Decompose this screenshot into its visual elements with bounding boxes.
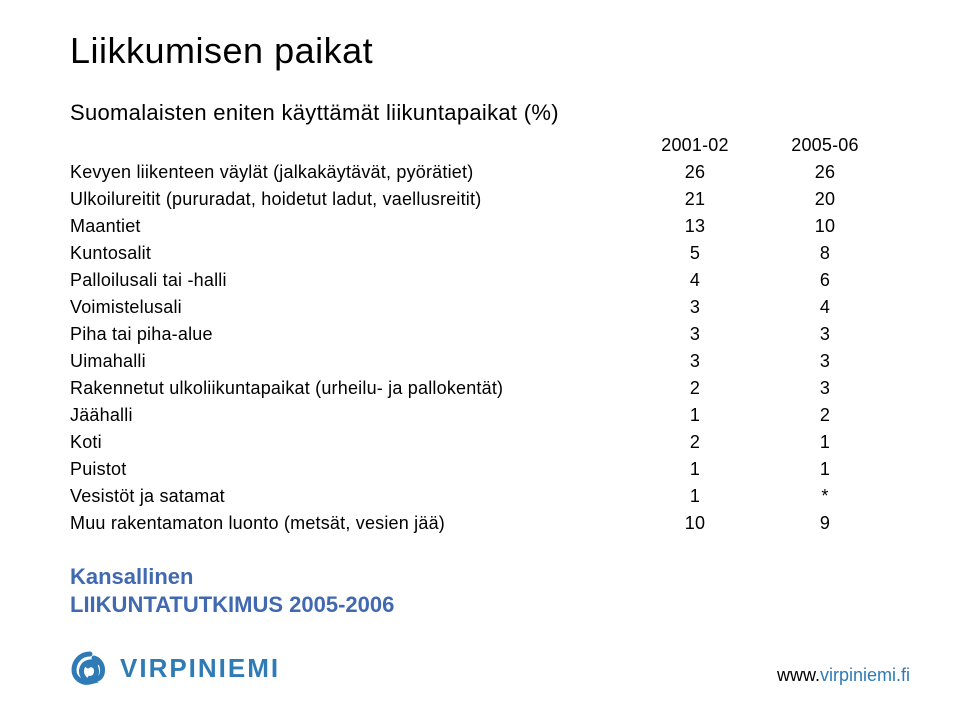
table-cell-col1: 5 <box>630 240 760 267</box>
table-cell-col1: 10 <box>630 510 760 537</box>
table-cell-col1: 2 <box>630 429 760 456</box>
table-row: Uimahalli33 <box>70 348 890 375</box>
table-cell-col2: 3 <box>760 348 890 375</box>
table-row-label: Vesistöt ja satamat <box>70 483 630 510</box>
table-cell-col1: 13 <box>630 213 760 240</box>
table-cell-col2: 1 <box>760 456 890 483</box>
table-row: Vesistöt ja satamat1* <box>70 483 890 510</box>
table-row-label: Puistot <box>70 456 630 483</box>
table-row-label: Jäähalli <box>70 402 630 429</box>
table-header-row: 2001-02 2005-06 <box>70 132 890 159</box>
slide-subtitle: Suomalaisten eniten käyttämät liikuntapa… <box>70 100 910 126</box>
table-row: Muu rakentamaton luonto (metsät, vesien … <box>70 510 890 537</box>
table-row-label: Koti <box>70 429 630 456</box>
table-cell-col2: 26 <box>760 159 890 186</box>
table-cell-col1: 21 <box>630 186 760 213</box>
table-row: Rakennetut ulkoliikuntapaikat (urheilu- … <box>70 375 890 402</box>
table-row-label: Kevyen liikenteen väylät (jalkakäytävät,… <box>70 159 630 186</box>
table-cell-col2: 9 <box>760 510 890 537</box>
table-row: Ulkoilureitit (pururadat, hoidetut ladut… <box>70 186 890 213</box>
table-cell-col2: 3 <box>760 321 890 348</box>
table-row-label: Palloilusali tai -halli <box>70 267 630 294</box>
table-cell-col1: 26 <box>630 159 760 186</box>
table-header-blank <box>70 132 630 159</box>
table-cell-col1: 1 <box>630 456 760 483</box>
slide-title: Liikkumisen paikat <box>70 30 910 72</box>
url-domain: virpiniemi.fi <box>820 665 910 685</box>
table-cell-col2: 4 <box>760 294 890 321</box>
table-row-label: Rakennetut ulkoliikuntapaikat (urheilu- … <box>70 375 630 402</box>
table-row: Puistot11 <box>70 456 890 483</box>
url-www: www. <box>777 665 820 685</box>
table-row: Voimistelusali34 <box>70 294 890 321</box>
table-row-label: Voimistelusali <box>70 294 630 321</box>
brand-swirl-icon <box>70 650 110 686</box>
table-cell-col1: 3 <box>630 348 760 375</box>
data-table: 2001-02 2005-06 Kevyen liikenteen väylät… <box>70 132 890 537</box>
table-cell-col2: 8 <box>760 240 890 267</box>
table-cell-col1: 1 <box>630 402 760 429</box>
table-cell-col1: 4 <box>630 267 760 294</box>
table-cell-col2: 6 <box>760 267 890 294</box>
table-row: Koti21 <box>70 429 890 456</box>
table-row-label: Uimahalli <box>70 348 630 375</box>
table-row-label: Maantiet <box>70 213 630 240</box>
source-citation: Kansallinen LIIKUNTATUTKIMUS 2005-2006 <box>70 563 910 618</box>
table-cell-col1: 3 <box>630 294 760 321</box>
table-row: Kuntosalit58 <box>70 240 890 267</box>
table-cell-col2: * <box>760 483 890 510</box>
table-row: Kevyen liikenteen väylät (jalkakäytävät,… <box>70 159 890 186</box>
source-line2: LIIKUNTATUTKIMUS 2005-2006 <box>70 591 910 619</box>
table-cell-col2: 3 <box>760 375 890 402</box>
table-header-col1: 2001-02 <box>630 132 760 159</box>
source-line1: Kansallinen <box>70 563 910 591</box>
table-header-col2: 2005-06 <box>760 132 890 159</box>
table-row: Maantiet1310 <box>70 213 890 240</box>
table-cell-col1: 2 <box>630 375 760 402</box>
table-cell-col2: 10 <box>760 213 890 240</box>
brand-logo: VIRPINIEMI <box>70 650 280 686</box>
table-cell-col2: 1 <box>760 429 890 456</box>
table-row-label: Piha tai piha-alue <box>70 321 630 348</box>
table-cell-col1: 3 <box>630 321 760 348</box>
brand-text: VIRPINIEMI <box>120 653 280 684</box>
table-row-label: Muu rakentamaton luonto (metsät, vesien … <box>70 510 630 537</box>
table-row: Palloilusali tai -halli46 <box>70 267 890 294</box>
footer-url: www.virpiniemi.fi <box>777 665 910 686</box>
table-row-label: Ulkoilureitit (pururadat, hoidetut ladut… <box>70 186 630 213</box>
table-row: Piha tai piha-alue33 <box>70 321 890 348</box>
slide-footer: VIRPINIEMI www.virpiniemi.fi <box>70 650 910 686</box>
table-row: Jäähalli12 <box>70 402 890 429</box>
table-cell-col2: 20 <box>760 186 890 213</box>
table-row-label: Kuntosalit <box>70 240 630 267</box>
table-cell-col1: 1 <box>630 483 760 510</box>
table-cell-col2: 2 <box>760 402 890 429</box>
